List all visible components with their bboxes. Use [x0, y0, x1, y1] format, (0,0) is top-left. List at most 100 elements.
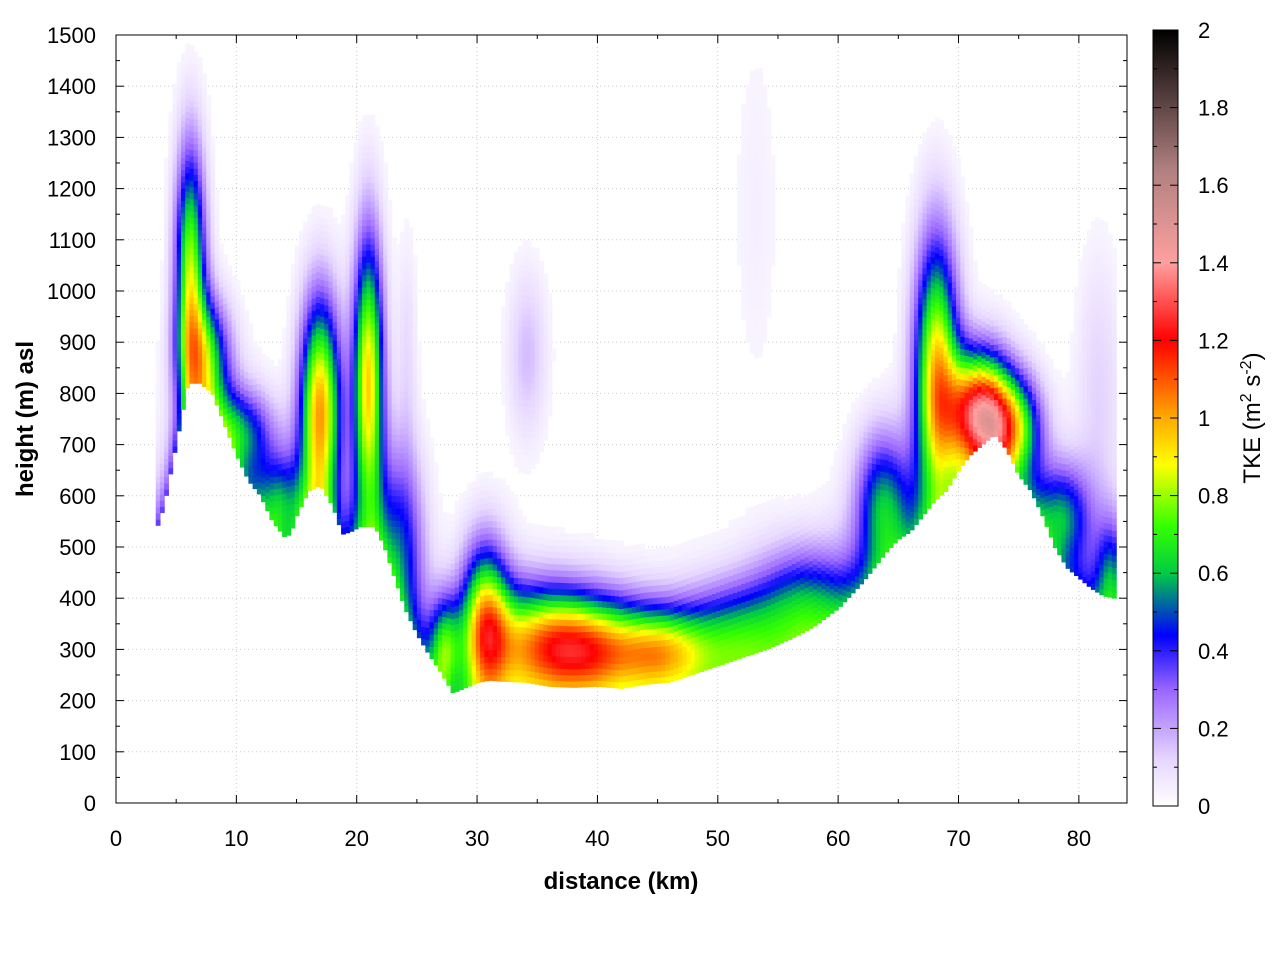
tke-cell	[218, 372, 224, 380]
tke-cell	[437, 511, 443, 519]
tke-cell	[311, 476, 317, 483]
tke-cell	[408, 307, 414, 314]
tke-cell	[383, 414, 389, 422]
tke-cell	[543, 636, 549, 644]
tke-cell	[315, 406, 321, 414]
tke-cell	[513, 571, 519, 578]
tke-cell	[189, 82, 195, 89]
tke-cell	[172, 145, 178, 152]
tke-cell	[475, 627, 481, 634]
tke-cell	[416, 379, 422, 387]
tke-cell	[294, 337, 300, 345]
tke-cell	[475, 590, 481, 598]
tke-cell	[568, 552, 574, 559]
tke-cell	[404, 488, 410, 496]
tke-cell	[168, 344, 174, 352]
tke-cell	[357, 176, 363, 184]
tke-cell	[202, 159, 207, 166]
tke-cell	[412, 463, 418, 471]
tke-cell	[488, 545, 494, 552]
tke-cell	[526, 602, 532, 610]
tke-cell	[475, 633, 481, 641]
tke-cell	[395, 428, 401, 435]
tke-cell	[416, 422, 422, 430]
tke-cell	[290, 312, 296, 320]
tke-cell	[480, 669, 485, 677]
tke-cell	[619, 669, 624, 677]
tke-cell	[648, 573, 654, 580]
tke-cell	[180, 132, 186, 140]
tke-cell	[164, 194, 169, 201]
tke-cell	[450, 630, 456, 638]
tke-cell	[442, 555, 447, 562]
tke-cell	[214, 269, 220, 277]
tke-cell	[378, 189, 384, 197]
tke-cell	[513, 442, 519, 449]
tke-cell	[315, 462, 321, 469]
tke-cell	[421, 454, 426, 462]
tke-cell	[357, 274, 363, 282]
tke-cell	[446, 636, 452, 643]
tke-cell	[416, 551, 422, 559]
tke-cell	[349, 279, 355, 286]
tke-cell	[475, 473, 481, 481]
tke-cell	[657, 584, 662, 592]
tke-cell	[378, 374, 384, 381]
tke-cell	[391, 268, 397, 275]
tke-cell	[252, 457, 258, 465]
tke-cell	[433, 523, 439, 531]
tke-cell	[623, 626, 629, 633]
tke-cell	[480, 472, 485, 480]
tke-cell	[585, 643, 591, 651]
tke-cell	[189, 352, 195, 360]
tke-cell	[273, 378, 279, 385]
tke-cell	[480, 491, 485, 498]
tke-cell	[526, 615, 532, 622]
tke-cell	[185, 283, 191, 291]
tke-cell	[513, 528, 519, 535]
tke-cell	[328, 434, 334, 442]
tke-cell	[353, 510, 359, 518]
tke-cell	[298, 371, 304, 379]
tke-cell	[282, 431, 287, 439]
tke-cell	[467, 550, 473, 558]
tke-cell	[657, 646, 662, 653]
tke-cell	[214, 220, 220, 228]
tke-cell	[320, 377, 325, 385]
tke-cell	[378, 392, 384, 400]
tke-cell	[522, 460, 528, 468]
tke-cell	[256, 420, 262, 427]
tke-cell	[433, 597, 439, 604]
tke-cell	[446, 562, 452, 570]
tke-cell	[501, 312, 506, 320]
tke-cell	[437, 554, 443, 562]
tke-cell	[387, 365, 393, 373]
tke-cell	[370, 391, 376, 399]
tke-cell	[172, 138, 178, 146]
tke-cell	[374, 156, 380, 163]
tke-cell	[564, 594, 570, 602]
tke-cell	[218, 335, 224, 343]
tke-cell	[357, 483, 363, 491]
tke-cell	[467, 538, 473, 546]
tke-cell	[522, 534, 528, 542]
tke-cell	[589, 631, 595, 638]
tke-cell	[265, 461, 271, 469]
tke-cell	[513, 429, 519, 437]
tke-cell	[572, 631, 578, 639]
tke-cell	[341, 361, 346, 369]
tke-cell	[378, 453, 384, 461]
tke-cell	[307, 459, 313, 467]
tke-cell	[391, 261, 397, 269]
tke-cell	[261, 458, 266, 466]
tke-cell	[450, 680, 456, 687]
tke-cell	[610, 626, 616, 633]
tke-cell	[336, 340, 342, 347]
tke-cell	[526, 326, 532, 334]
tke-cell	[619, 682, 624, 689]
tke-cell	[366, 200, 372, 208]
tke-cell	[362, 139, 367, 147]
tke-cell	[522, 405, 528, 413]
tke-cell	[290, 362, 296, 369]
tke-cell	[231, 355, 237, 363]
